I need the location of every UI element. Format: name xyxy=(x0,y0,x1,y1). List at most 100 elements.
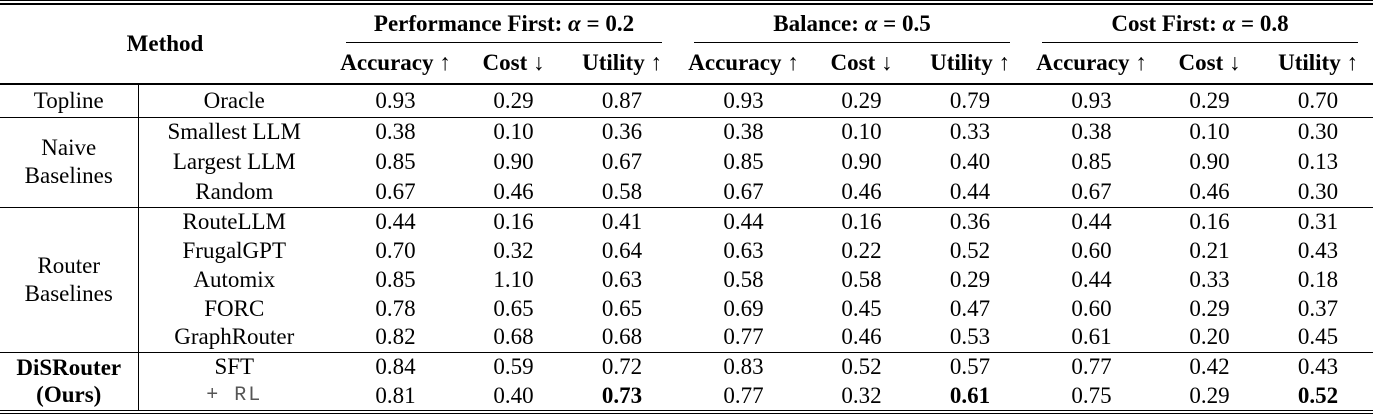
value-cell: 0.29 xyxy=(493,87,534,113)
value-cell: 0.57 xyxy=(914,351,1027,381)
value-cell: 0.36 xyxy=(566,116,679,147)
section-label: Router Baselines xyxy=(0,206,139,352)
value-cell: 0.67 xyxy=(1071,178,1112,204)
section-topline: Topline Oracle 0.93 0.29 0.87 0.93 0.29 0.79 0.9… xyxy=(0,84,1373,117)
table-row: DiSRouter (Ours) SFT 0.84 0.59 0.72 0.83 0.52 0.… xyxy=(0,351,1373,410)
value-cell: 0.60 xyxy=(1071,237,1112,263)
method-name: Smallest LLM xyxy=(138,116,331,147)
value-cell: 0.30 xyxy=(1297,178,1339,204)
value-cell: 0.85 xyxy=(375,149,416,174)
top-rule-thin xyxy=(0,0,1373,1)
col-header-utility: Utility ↑ xyxy=(1262,43,1373,85)
table-row: Random 0.67 0.46 0.58 0.67 0.46 0.44 0.67 0.46 0.… xyxy=(0,177,1373,207)
value-cell: 0.46 xyxy=(841,324,882,350)
value-cell: 0.75 xyxy=(1071,382,1112,408)
table-row: Largest LLM 0.85 0.90 0.67 0.85 0.90 0.40 0.85 0… xyxy=(0,147,1373,177)
group-header-cost-first: Cost First: α = 0.8 xyxy=(1026,5,1373,43)
value-cell: 0.63 xyxy=(601,266,643,292)
table-row: GraphRouter 0.82 0.68 0.68 0.77 0.46 0.53 0.61 0… xyxy=(0,323,1373,352)
value-cell: 0.72 xyxy=(566,351,679,381)
value-cell: 0.38 xyxy=(1026,116,1158,147)
method-column-header: Method xyxy=(0,5,331,85)
value-cell: 0.93 xyxy=(375,87,416,113)
col-header-accuracy: Accuracy ↑ xyxy=(678,43,810,85)
table-row: Naive Baselines Smallest LLM 0.38 0.10 0.36 0.… xyxy=(0,116,1373,207)
alpha-symbol: α xyxy=(864,11,878,36)
value-cell: 0.65 xyxy=(493,295,534,321)
section-disrouter: DiSRouter (Ours) SFT 0.84 0.59 0.72 0.83 0.52 0.… xyxy=(0,351,1373,410)
value-cell: 0.46 xyxy=(1189,178,1230,204)
value-cell: 0.40 xyxy=(493,382,534,408)
value-cell: 0.61 xyxy=(949,382,991,408)
value-cell: 0.68 xyxy=(601,324,643,350)
table-row: Router Baselines RouteLLM 0.44 0.16 0.41 0.44 0… xyxy=(0,206,1373,352)
value-cell: 0.40 xyxy=(949,149,991,174)
value-cell: 0.38 xyxy=(678,116,810,147)
value-cell: 0.70 xyxy=(1297,87,1339,113)
value-cell: 0.60 xyxy=(1071,295,1112,321)
value-cell: 0.43 xyxy=(1297,237,1339,263)
value-cell: 0.77 xyxy=(1026,351,1158,381)
value-cell: 0.41 xyxy=(566,206,679,236)
value-cell: 0.29 xyxy=(1189,87,1230,113)
alpha-symbol: α xyxy=(568,11,581,36)
value-cell: 0.44 xyxy=(1071,266,1112,292)
value-cell: 0.44 xyxy=(1026,206,1158,236)
value-cell: 0.43 xyxy=(1262,351,1373,381)
col-header-utility: Utility ↑ xyxy=(566,43,679,85)
value-cell: 0.79 xyxy=(949,87,991,113)
value-cell: 0.45 xyxy=(1297,324,1339,350)
method-name: Random xyxy=(195,178,274,204)
value-cell: 0.42 xyxy=(1157,351,1263,381)
value-cell: 0.46 xyxy=(841,178,882,204)
value-cell: 0.87 xyxy=(601,87,643,113)
value-cell: 0.81 xyxy=(375,382,416,408)
bottom-rule-thick xyxy=(0,413,1373,414)
value-cell: 0.38 xyxy=(330,116,462,147)
value-cell: 0.18 xyxy=(1297,266,1339,292)
value-cell: 0.29 xyxy=(1189,382,1230,408)
value-cell: 0.85 xyxy=(375,266,416,292)
value-cell: 0.21 xyxy=(1189,237,1230,263)
value-cell: 0.46 xyxy=(493,178,534,204)
method-name: FORC xyxy=(204,295,265,321)
value-cell: 1.10 xyxy=(493,266,534,292)
group-header-row: Method Performance First: α = 0.2 Balanc… xyxy=(0,5,1373,85)
col-header-accuracy: Accuracy ↑ xyxy=(330,43,462,85)
col-header-cost: Cost ↓ xyxy=(461,43,567,85)
table-row: FrugalGPT 0.70 0.32 0.64 0.63 0.22 0.52 0.60 0.2… xyxy=(0,236,1373,265)
value-cell: 0.78 xyxy=(375,295,416,321)
value-cell: 0.85 xyxy=(723,149,764,174)
value-cell: 0.47 xyxy=(949,295,991,321)
value-cell: 0.58 xyxy=(841,266,882,292)
value-cell: 0.44 xyxy=(330,206,462,236)
value-cell: 0.32 xyxy=(841,382,882,408)
value-cell: 0.77 xyxy=(723,382,764,408)
method-name: RouteLLM xyxy=(138,206,331,236)
value-cell: 0.67 xyxy=(601,149,643,174)
method-name: Automix xyxy=(193,266,276,292)
value-cell: 0.90 xyxy=(841,149,882,174)
value-cell: 0.44 xyxy=(949,178,991,204)
value-cell: 0.45 xyxy=(841,295,882,321)
table-row: Automix 0.85 1.10 0.63 0.58 0.58 0.29 0.44 0.33 0… xyxy=(0,265,1373,294)
value-cell: 0.93 xyxy=(1071,87,1112,113)
col-header-cost: Cost ↓ xyxy=(809,43,915,85)
section-label: Topline xyxy=(0,84,139,117)
value-cell: 0.73 xyxy=(601,382,643,408)
value-cell: 0.90 xyxy=(493,149,534,174)
value-cell: 0.36 xyxy=(914,206,1027,236)
value-cell: 0.68 xyxy=(493,324,534,350)
value-cell: 0.84 xyxy=(330,351,462,381)
value-cell: 0.67 xyxy=(375,178,416,204)
section-router: Router Baselines RouteLLM 0.44 0.16 0.41 0.44 0… xyxy=(0,206,1373,352)
group-title: Cost First: xyxy=(1111,11,1217,36)
section-naive: Naive Baselines Smallest LLM 0.38 0.10 0.36 0.… xyxy=(0,116,1373,207)
value-cell: 0.59 xyxy=(461,351,567,381)
value-cell: 0.10 xyxy=(1157,116,1263,147)
value-cell: 0.65 xyxy=(601,295,643,321)
group-header-balance: Balance: α = 0.5 xyxy=(678,5,1026,43)
value-cell: 0.10 xyxy=(461,116,567,147)
value-cell: 0.33 xyxy=(914,116,1027,147)
value-cell: 0.29 xyxy=(841,87,882,113)
